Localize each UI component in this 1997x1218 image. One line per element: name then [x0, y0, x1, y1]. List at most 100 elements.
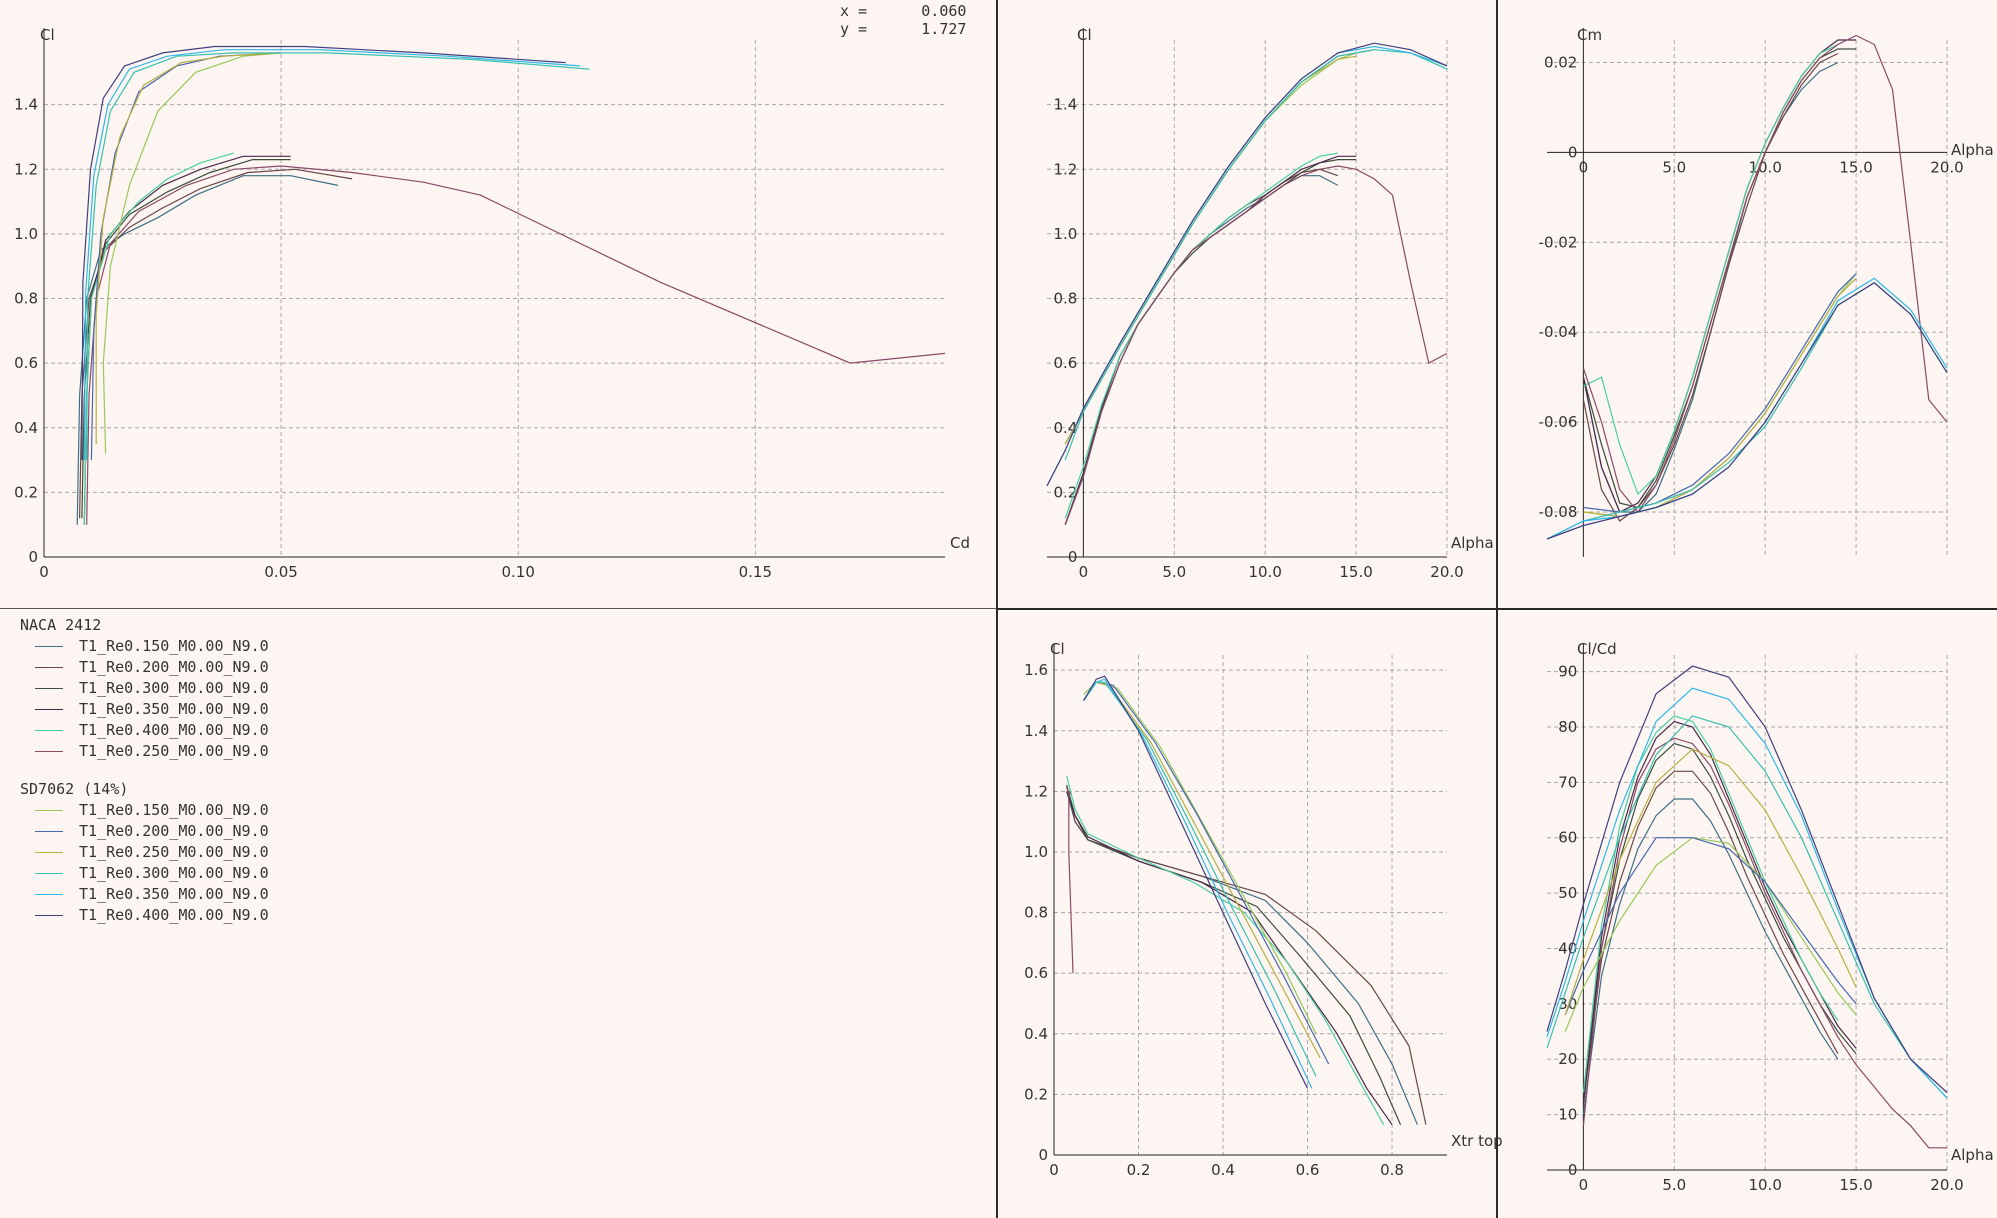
y-tick-label: 1.2	[1024, 782, 1048, 800]
legend-entry-label: T1_Re0.200_M0.00_N9.0	[79, 822, 269, 840]
legend-swatch	[35, 646, 63, 647]
y-tick-label: 0	[1038, 1146, 1048, 1164]
series-line-10	[86, 52, 590, 461]
series-line-10	[1546, 282, 1948, 540]
x-tick-label: 15.0	[1339, 563, 1372, 581]
x-tick-label: 15.0	[1839, 158, 1872, 176]
series-line-12	[1546, 282, 1948, 540]
y-tick-label: 0.8	[1024, 904, 1048, 922]
series-line-1	[1582, 61, 1839, 513]
legend-entry[interactable]: T1_Re0.300_M0.00_N9.0	[20, 863, 269, 884]
x-tick-label: 0	[1579, 1176, 1589, 1194]
y-tick-label: 0.2	[1024, 1085, 1048, 1103]
series-line-4	[1582, 39, 1857, 513]
y-tick-label: 1.0	[1024, 843, 1048, 861]
y-tick-label: 0.2	[1054, 483, 1078, 501]
series-line-8	[1083, 681, 1330, 1065]
y-tick-label: 60	[1558, 829, 1577, 847]
y-tick-label: 1.0	[14, 225, 38, 243]
series-line-1	[1066, 791, 1418, 1125]
series-line-3	[1066, 785, 1402, 1125]
legend-entry[interactable]: T1_Re0.400_M0.00_N9.0	[20, 720, 269, 741]
legend-swatch	[35, 873, 63, 874]
x-axis-label: Cd	[950, 534, 970, 552]
y-tick-label: 1.4	[1024, 722, 1048, 740]
x-tick-label: 10.0	[1248, 563, 1281, 581]
legend-entry[interactable]: T1_Re0.400_M0.00_N9.0	[20, 905, 269, 926]
series-line-7	[102, 52, 282, 454]
series-line-2	[1582, 52, 1839, 522]
legend-group-title: SD7062 (14%)	[20, 780, 129, 798]
legend-entry[interactable]: T1_Re0.250_M0.00_N9.0	[20, 741, 269, 762]
legend-entry-label: T1_Re0.250_M0.00_N9.0	[79, 843, 269, 861]
x-tick-label: 0	[1579, 158, 1589, 176]
graph-2: 0 5.0 10.0 15.0 20.000.20.40.60.81.01.21.4Cl…	[1046, 26, 1494, 581]
y-tick-label: 0.2	[14, 483, 38, 501]
readout-x-label: x =	[840, 2, 868, 20]
y-tick-label: 0	[1068, 548, 1078, 566]
y-tick-label: 0.8	[14, 290, 38, 308]
series-line-1	[1582, 798, 1839, 1115]
legend-swatch	[35, 709, 63, 710]
series-line-7	[1564, 837, 1857, 1032]
legend-entry[interactable]: T1_Re0.150_M0.00_N9.0	[20, 800, 269, 821]
series-line-5	[1582, 715, 1839, 1093]
y-tick-label: 0.6	[1024, 964, 1048, 982]
x-tick-label: 20.0	[1930, 1176, 1963, 1194]
legend-entry-label: T1_Re0.150_M0.00_N9.0	[79, 801, 269, 819]
y-tick-label: -0.08	[1539, 503, 1578, 521]
y-tick-label: 0	[1568, 1161, 1578, 1179]
series-line-6	[1582, 737, 1947, 1149]
series-line-12	[1546, 665, 1948, 1093]
y-tick-label: 0	[28, 548, 38, 566]
series-line-6	[1066, 787, 1074, 974]
vertical-divider-left[interactable]	[996, 0, 998, 1218]
x-tick-label: 15.0	[1839, 1176, 1872, 1194]
series-line-5	[1064, 152, 1339, 519]
legend-entry-label: T1_Re0.150_M0.00_N9.0	[79, 637, 269, 655]
y-tick-label: 1.2	[14, 160, 38, 178]
series-line-6	[1064, 165, 1448, 525]
y-tick-label: 80	[1558, 718, 1577, 736]
y-tick-label: 0.6	[1054, 354, 1078, 372]
horizontal-divider-left[interactable]	[0, 608, 996, 609]
legend-entry[interactable]: T1_Re0.350_M0.00_N9.0	[20, 699, 269, 720]
series-line-11	[1083, 678, 1313, 1089]
series-line-9	[1564, 748, 1857, 1016]
y-tick-label: 70	[1558, 773, 1577, 791]
series-line-9	[95, 52, 282, 444]
legend-swatch	[35, 894, 63, 895]
series-line-10	[1546, 715, 1948, 1099]
y-tick-label: 20	[1558, 1050, 1577, 1068]
y-axis-label: Cl	[1050, 640, 1065, 658]
series-line-12	[1046, 42, 1448, 487]
y-tick-label: 0	[1568, 143, 1578, 161]
legend-entry[interactable]: T1_Re0.250_M0.00_N9.0	[20, 842, 269, 863]
series-line-7	[1083, 681, 1317, 1035]
x-tick-label: 5.0	[1162, 563, 1186, 581]
legend-entry[interactable]: T1_Re0.350_M0.00_N9.0	[20, 884, 269, 905]
readout-x-value: 0.060	[921, 2, 967, 20]
legend-entry-label: T1_Re0.400_M0.00_N9.0	[79, 906, 269, 924]
y-tick-label: -0.02	[1539, 233, 1578, 251]
series-line-7	[1583, 273, 1857, 518]
x-tick-label: 5.0	[1662, 1176, 1686, 1194]
legend-entry[interactable]: T1_Re0.200_M0.00_N9.0	[20, 821, 269, 842]
legend-entry[interactable]: T1_Re0.300_M0.00_N9.0	[20, 678, 269, 699]
legend-group-title: NACA 2412	[20, 616, 102, 634]
series-line-4	[1582, 720, 1857, 1104]
legend-entry-label: T1_Re0.250_M0.00_N9.0	[79, 742, 269, 760]
legend-entry[interactable]: T1_Re0.150_M0.00_N9.0	[20, 636, 269, 657]
legend-swatch	[35, 810, 63, 811]
legend-entry[interactable]: T1_Re0.200_M0.00_N9.0	[20, 657, 269, 678]
series-line-3	[1582, 48, 1857, 509]
y-tick-label: 50	[1558, 884, 1577, 902]
series-line-12	[1083, 675, 1309, 1089]
series-line-8	[1583, 273, 1857, 513]
series-line-11	[1046, 45, 1448, 487]
x-tick-label: 0.6	[1296, 1161, 1320, 1179]
x-tick-label: 20.0	[1930, 158, 1963, 176]
horizontal-divider-right[interactable]	[998, 608, 1997, 610]
y-tick-label: 0.8	[1054, 290, 1078, 308]
